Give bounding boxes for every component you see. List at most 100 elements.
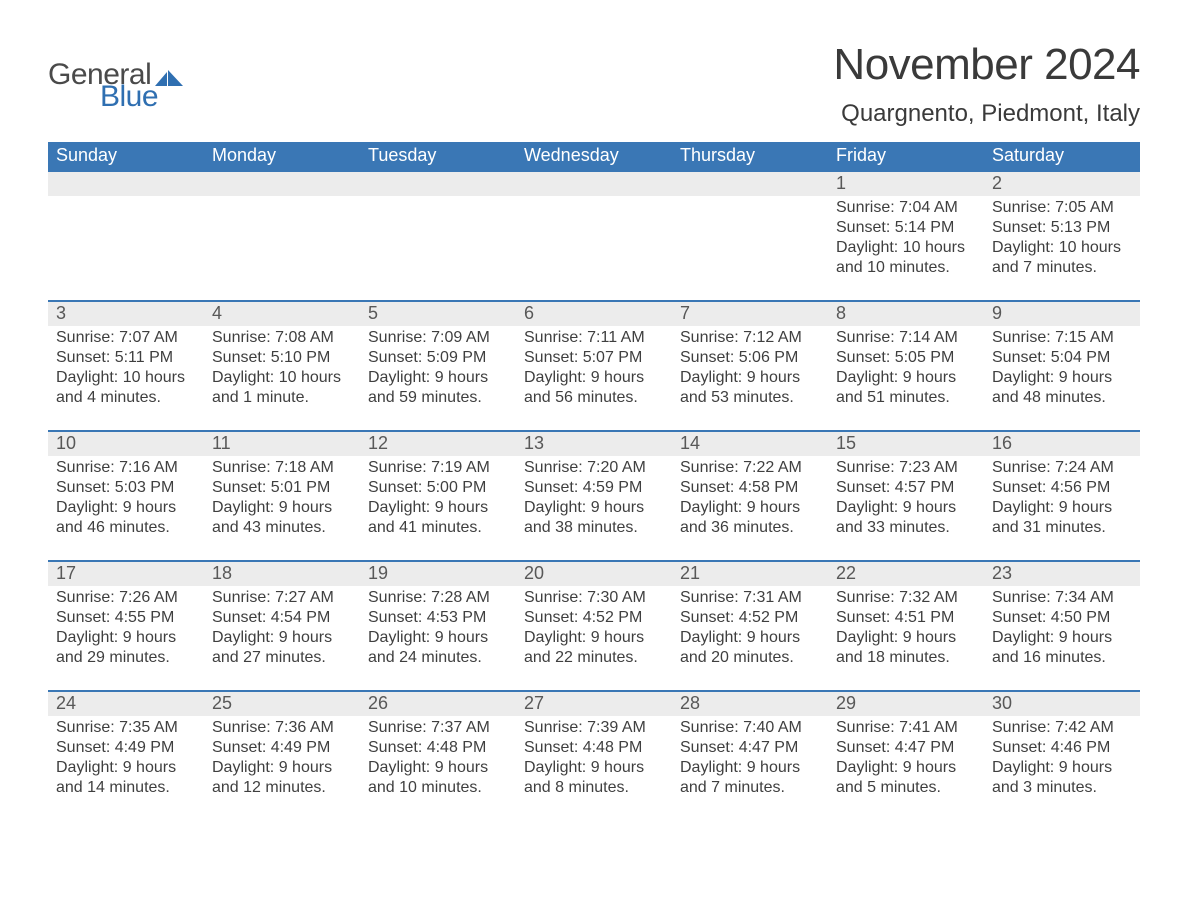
sunrise-line: Sunrise: 7:11 AM: [524, 328, 664, 348]
day-number: 20: [516, 562, 672, 586]
sunset-line: Sunset: 4:57 PM: [836, 478, 976, 498]
day-number: 12: [360, 432, 516, 456]
day-22-info: Sunrise: 7:32 AMSunset: 4:51 PMDaylight:…: [828, 586, 984, 668]
day-2-info: Sunrise: 7:05 AMSunset: 5:13 PMDaylight:…: [984, 196, 1140, 278]
brand-logo: General Blue: [48, 40, 185, 114]
dow-wednesday: Wednesday: [516, 142, 672, 170]
day-number: 14: [672, 432, 828, 456]
sunset-line: Sunset: 4:49 PM: [56, 738, 196, 758]
day-number: 22: [828, 562, 984, 586]
sunset-line: Sunset: 5:00 PM: [368, 478, 508, 498]
sunrise-line: Sunrise: 7:37 AM: [368, 718, 508, 738]
sunrise-line: Sunrise: 7:39 AM: [524, 718, 664, 738]
sunrise-line: Sunrise: 7:32 AM: [836, 588, 976, 608]
day-18-info: Sunrise: 7:27 AMSunset: 4:54 PMDaylight:…: [204, 586, 360, 668]
daylight-line: Daylight: 9 hours and 8 minutes.: [524, 758, 664, 798]
day-number: 27: [516, 692, 672, 716]
dow-friday: Friday: [828, 142, 984, 170]
day-empty: [48, 196, 204, 278]
daylight-line: Daylight: 9 hours and 59 minutes.: [368, 368, 508, 408]
sunrise-line: Sunrise: 7:12 AM: [680, 328, 820, 348]
day-28-info: Sunrise: 7:40 AMSunset: 4:47 PMDaylight:…: [672, 716, 828, 798]
sunrise-line: Sunrise: 7:42 AM: [992, 718, 1132, 738]
day-30-info: Sunrise: 7:42 AMSunset: 4:46 PMDaylight:…: [984, 716, 1140, 798]
day-empty: [204, 196, 360, 278]
sunset-line: Sunset: 4:51 PM: [836, 608, 976, 628]
week-5-info-row: Sunrise: 7:35 AMSunset: 4:49 PMDaylight:…: [48, 716, 1140, 820]
daylight-line: Daylight: 9 hours and 16 minutes.: [992, 628, 1132, 668]
week-1-info-row: Sunrise: 7:04 AMSunset: 5:14 PMDaylight:…: [48, 196, 1140, 300]
week-3-info-row: Sunrise: 7:16 AMSunset: 5:03 PMDaylight:…: [48, 456, 1140, 560]
day-number: 15: [828, 432, 984, 456]
daylight-line: Daylight: 9 hours and 20 minutes.: [680, 628, 820, 668]
day-number: 4: [204, 302, 360, 326]
day-empty: [672, 196, 828, 278]
day-number: 24: [48, 692, 204, 716]
day-number: 18: [204, 562, 360, 586]
sunrise-line: Sunrise: 7:08 AM: [212, 328, 352, 348]
day-number: 1: [828, 172, 984, 196]
sunrise-line: Sunrise: 7:34 AM: [992, 588, 1132, 608]
sunset-line: Sunset: 5:09 PM: [368, 348, 508, 368]
dow-thursday: Thursday: [672, 142, 828, 170]
sunset-line: Sunset: 5:13 PM: [992, 218, 1132, 238]
day-empty: [516, 196, 672, 278]
sunrise-line: Sunrise: 7:05 AM: [992, 198, 1132, 218]
day-9-info: Sunrise: 7:15 AMSunset: 5:04 PMDaylight:…: [984, 326, 1140, 408]
day-14-info: Sunrise: 7:22 AMSunset: 4:58 PMDaylight:…: [672, 456, 828, 538]
dow-sunday: Sunday: [48, 142, 204, 170]
daylight-line: Daylight: 10 hours and 7 minutes.: [992, 238, 1132, 278]
sunrise-line: Sunrise: 7:24 AM: [992, 458, 1132, 478]
daylight-line: Daylight: 9 hours and 48 minutes.: [992, 368, 1132, 408]
day-number: 3: [48, 302, 204, 326]
dow-saturday: Saturday: [984, 142, 1140, 170]
day-6-info: Sunrise: 7:11 AMSunset: 5:07 PMDaylight:…: [516, 326, 672, 408]
day-number: 17: [48, 562, 204, 586]
day-15-info: Sunrise: 7:23 AMSunset: 4:57 PMDaylight:…: [828, 456, 984, 538]
day-5-info: Sunrise: 7:09 AMSunset: 5:09 PMDaylight:…: [360, 326, 516, 408]
dow-monday: Monday: [204, 142, 360, 170]
daylight-line: Daylight: 9 hours and 18 minutes.: [836, 628, 976, 668]
day-number: [672, 172, 828, 196]
location: Quargnento, Piedmont, Italy: [833, 100, 1140, 128]
day-4-info: Sunrise: 7:08 AMSunset: 5:10 PMDaylight:…: [204, 326, 360, 408]
sunset-line: Sunset: 4:50 PM: [992, 608, 1132, 628]
day-number: 8: [828, 302, 984, 326]
daylight-line: Daylight: 9 hours and 43 minutes.: [212, 498, 352, 538]
daylight-line: Daylight: 9 hours and 5 minutes.: [836, 758, 976, 798]
sunset-line: Sunset: 4:48 PM: [368, 738, 508, 758]
day-number: 28: [672, 692, 828, 716]
sunrise-line: Sunrise: 7:14 AM: [836, 328, 976, 348]
week-1-daynum-row: 12: [48, 170, 1140, 196]
day-26-info: Sunrise: 7:37 AMSunset: 4:48 PMDaylight:…: [360, 716, 516, 798]
sunrise-line: Sunrise: 7:15 AM: [992, 328, 1132, 348]
day-number: 25: [204, 692, 360, 716]
day-1-info: Sunrise: 7:04 AMSunset: 5:14 PMDaylight:…: [828, 196, 984, 278]
sunset-line: Sunset: 5:14 PM: [836, 218, 976, 238]
day-11-info: Sunrise: 7:18 AMSunset: 5:01 PMDaylight:…: [204, 456, 360, 538]
daylight-line: Daylight: 9 hours and 24 minutes.: [368, 628, 508, 668]
week-4-daynum-row: 17181920212223: [48, 560, 1140, 586]
day-7-info: Sunrise: 7:12 AMSunset: 5:06 PMDaylight:…: [672, 326, 828, 408]
sunset-line: Sunset: 5:11 PM: [56, 348, 196, 368]
brand-blue: Blue: [100, 80, 158, 114]
daylight-line: Daylight: 9 hours and 10 minutes.: [368, 758, 508, 798]
daylight-line: Daylight: 10 hours and 1 minute.: [212, 368, 352, 408]
day-number: 5: [360, 302, 516, 326]
sunrise-line: Sunrise: 7:16 AM: [56, 458, 196, 478]
day-number: 29: [828, 692, 984, 716]
sunset-line: Sunset: 4:54 PM: [212, 608, 352, 628]
sunset-line: Sunset: 5:04 PM: [992, 348, 1132, 368]
day-number: 7: [672, 302, 828, 326]
day-number: 9: [984, 302, 1140, 326]
month-title: November 2024: [833, 40, 1140, 90]
day-number: 21: [672, 562, 828, 586]
sunset-line: Sunset: 4:55 PM: [56, 608, 196, 628]
sunset-line: Sunset: 4:47 PM: [680, 738, 820, 758]
sunrise-line: Sunrise: 7:30 AM: [524, 588, 664, 608]
sunset-line: Sunset: 5:05 PM: [836, 348, 976, 368]
daylight-line: Daylight: 9 hours and 31 minutes.: [992, 498, 1132, 538]
sunrise-line: Sunrise: 7:19 AM: [368, 458, 508, 478]
day-number: 23: [984, 562, 1140, 586]
day-number: [516, 172, 672, 196]
